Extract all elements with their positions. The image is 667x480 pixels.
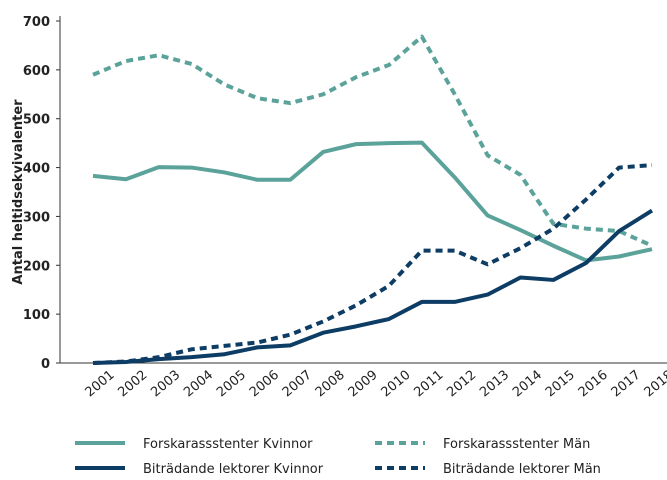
legend-label: Biträdande lektorer Kvinnor	[143, 462, 324, 477]
y-tick-label: 600	[23, 64, 50, 79]
y-tick-label: 100	[23, 308, 50, 323]
legend-label: Biträdande lektorer Män	[443, 462, 601, 477]
y-tick-label: 200	[23, 259, 50, 274]
x-tick-label: 2003	[148, 368, 183, 401]
x-tick-label: 2005	[214, 368, 249, 401]
series-line	[92, 140, 653, 263]
x-tick-label: 2008	[313, 368, 348, 401]
x-tick-label: 2011	[411, 368, 446, 401]
y-tick-label: 0	[41, 357, 50, 372]
x-tick-label: 2012	[444, 368, 479, 401]
x-tick-label: 2018	[642, 368, 667, 401]
y-axis-label: Antal heltidsekvivalenter	[11, 99, 26, 285]
legend-label: Forskarassstenter Kvinnor	[143, 437, 313, 452]
series-line	[92, 163, 653, 365]
series-line	[92, 34, 653, 248]
x-tick-label: 2001	[83, 368, 118, 401]
y-tick-label: 300	[23, 210, 50, 225]
series-line	[92, 208, 654, 365]
x-tick-label: 2002	[115, 368, 150, 401]
y-tick-label: 700	[23, 15, 50, 30]
x-tick-label: 2014	[510, 368, 545, 401]
x-tick-label: 2006	[247, 368, 282, 401]
x-tick-label: 2009	[346, 368, 381, 401]
x-tick-label: 2010	[379, 368, 414, 401]
x-tick-label: 2017	[609, 368, 644, 401]
y-tick-label: 500	[23, 113, 50, 128]
y-tick-label: 400	[23, 162, 50, 177]
x-tick-label: 2004	[181, 368, 216, 401]
legend-label: Forskarassstenter Män	[443, 437, 590, 452]
x-tick-label: 2013	[477, 368, 512, 401]
x-tick-label: 2007	[280, 368, 315, 401]
x-tick-label: 2016	[576, 368, 611, 401]
x-tick-label: 2015	[543, 368, 578, 401]
